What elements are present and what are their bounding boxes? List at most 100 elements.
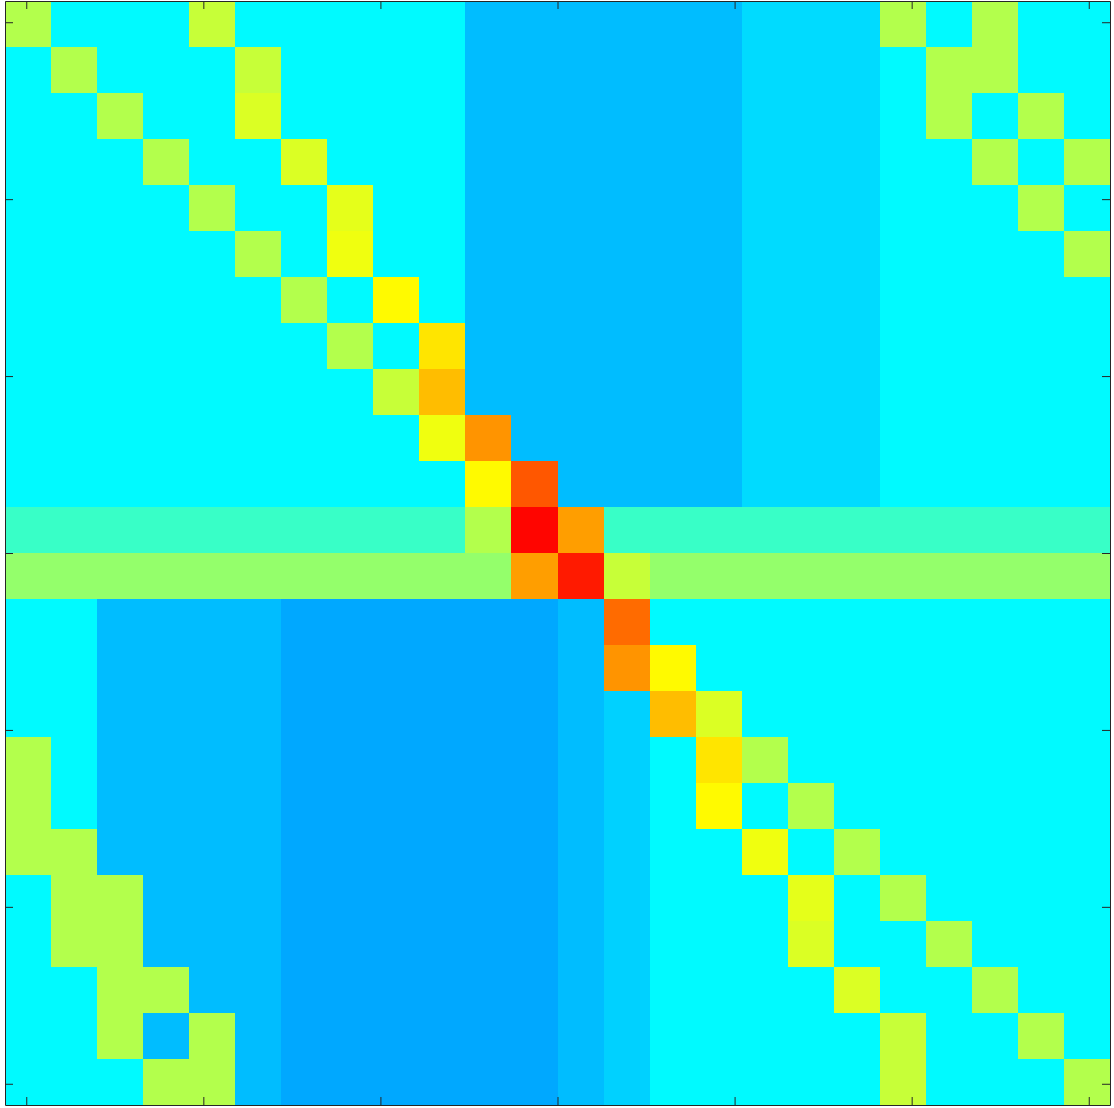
- heatmap-cell: [788, 323, 835, 370]
- heatmap-cell: [834, 921, 881, 968]
- heatmap-cell: [465, 369, 512, 416]
- heatmap-cell: [97, 645, 144, 692]
- heatmap-cell: [511, 645, 558, 692]
- heatmap-cell: [558, 553, 605, 600]
- heatmap-cell: [788, 921, 835, 968]
- heatmap-cell: [235, 783, 282, 830]
- heatmap-cell: [834, 875, 881, 922]
- heatmap-cell: [373, 875, 420, 922]
- heatmap-cell: [5, 737, 52, 784]
- heatmap-cell: [650, 185, 697, 232]
- tick-mark: [5, 1084, 13, 1085]
- tick: [380, 1097, 381, 1105]
- heatmap-cell: [51, 185, 98, 232]
- heatmap-cell: [419, 47, 466, 94]
- heatmap-cell: [604, 553, 651, 600]
- heatmap-cell: [650, 323, 697, 370]
- heatmap-cell: [972, 645, 1019, 692]
- heatmap-cell: [189, 47, 236, 94]
- heatmap-cell: [511, 1059, 558, 1105]
- heatmap-cell: [511, 139, 558, 186]
- heatmap-cell: [1064, 967, 1110, 1014]
- heatmap-cell: [511, 461, 558, 508]
- heatmap-cell: [1018, 599, 1065, 646]
- heatmap-cell: [327, 783, 374, 830]
- heatmap-cell: [834, 1, 881, 48]
- heatmap-cell: [97, 507, 144, 554]
- heatmap-cell: [97, 277, 144, 324]
- heatmap-cell: [742, 1013, 789, 1060]
- heatmap-cell: [1064, 829, 1110, 876]
- heatmap-cell: [742, 645, 789, 692]
- heatmap-cell: [696, 185, 743, 232]
- heatmap-cell: [143, 139, 190, 186]
- heatmap-cell: [97, 1, 144, 48]
- heatmap-cell: [788, 645, 835, 692]
- heatmap-cell: [1064, 1013, 1110, 1060]
- heatmap-cell: [1018, 93, 1065, 140]
- heatmap-cell: [742, 277, 789, 324]
- heatmap-cell: [373, 967, 420, 1014]
- heatmap-cell: [327, 461, 374, 508]
- heatmap-cell: [511, 875, 558, 922]
- heatmap-cell: [880, 829, 927, 876]
- heatmap-cell: [788, 139, 835, 186]
- heatmap-cell: [926, 93, 973, 140]
- heatmap-cell: [465, 553, 512, 600]
- heatmap-cell: [143, 461, 190, 508]
- heatmap-cell: [281, 967, 328, 1014]
- heatmap-cell: [281, 599, 328, 646]
- heatmap-cell: [742, 737, 789, 784]
- heatmap-cell: [788, 1, 835, 48]
- heatmap-cell: [465, 231, 512, 278]
- heatmap-cell: [189, 461, 236, 508]
- heatmap-cell: [143, 1013, 190, 1060]
- tick: [1089, 1, 1090, 9]
- heatmap-cell: [834, 783, 881, 830]
- heatmap-cell: [880, 369, 927, 416]
- heatmap-cell: [281, 1059, 328, 1105]
- heatmap-cell: [235, 461, 282, 508]
- tick-mark: [1102, 199, 1110, 200]
- tick-mark: [912, 1097, 913, 1105]
- heatmap-cell: [650, 737, 697, 784]
- heatmap-cell: [696, 921, 743, 968]
- heatmap-cell: [742, 829, 789, 876]
- heatmap-cell: [1018, 323, 1065, 370]
- heatmap-cell: [5, 1013, 52, 1060]
- heatmap-cell: [5, 967, 52, 1014]
- heatmap-cell: [373, 553, 420, 600]
- heatmap-cell: [143, 369, 190, 416]
- heatmap-cell: [650, 829, 697, 876]
- heatmap-cell: [5, 553, 52, 600]
- heatmap-cell: [788, 507, 835, 554]
- heatmap-cell: [465, 507, 512, 554]
- heatmap-cell: [650, 645, 697, 692]
- heatmap-cell: [696, 323, 743, 370]
- heatmap-cell: [650, 1013, 697, 1060]
- heatmap-cell: [604, 737, 651, 784]
- heatmap-cell: [926, 921, 973, 968]
- heatmap-cell: [834, 691, 881, 738]
- heatmap-cell: [788, 461, 835, 508]
- heatmap-cell: [465, 1, 512, 48]
- tick-mark: [1102, 730, 1110, 731]
- heatmap-cell: [327, 47, 374, 94]
- heatmap-cell: [834, 47, 881, 94]
- heatmap-cell: [696, 231, 743, 278]
- heatmap-cell: [558, 231, 605, 278]
- tick: [380, 1, 381, 9]
- heatmap-cell: [926, 829, 973, 876]
- heatmap-cell: [373, 461, 420, 508]
- heatmap-cell: [419, 93, 466, 140]
- heatmap-cell: [788, 829, 835, 876]
- heatmap-cell: [419, 553, 466, 600]
- heatmap-cell: [281, 231, 328, 278]
- heatmap-cell: [834, 139, 881, 186]
- heatmap-cell: [419, 691, 466, 738]
- heatmap-cell: [696, 645, 743, 692]
- heatmap-cell: [604, 277, 651, 324]
- heatmap-cell: [143, 967, 190, 1014]
- heatmap-cell: [788, 1059, 835, 1105]
- heatmap-cell: [972, 369, 1019, 416]
